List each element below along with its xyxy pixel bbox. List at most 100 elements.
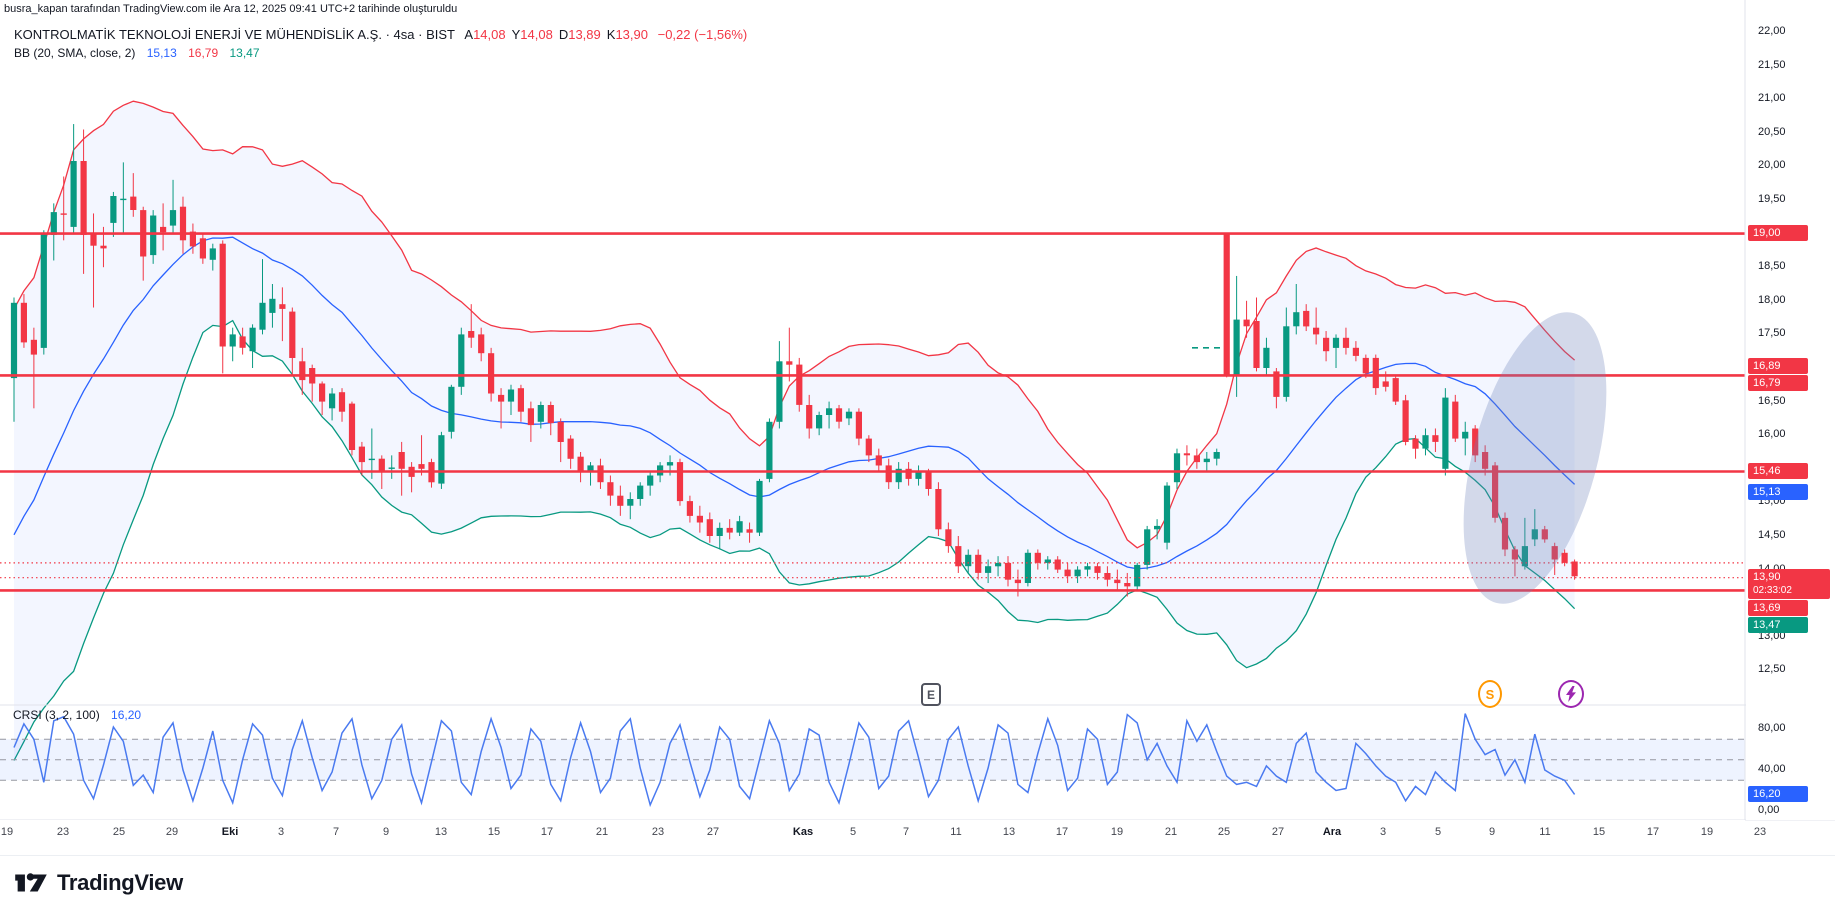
candle-down	[1223, 233, 1230, 377]
candle-down	[547, 405, 554, 424]
candle-down	[1014, 579, 1021, 584]
candle-up	[1163, 485, 1171, 543]
interval-label[interactable]: 4sa	[393, 27, 415, 42]
earnings-marker-icon[interactable]: E	[921, 683, 941, 706]
flash-event-marker-icon[interactable]	[1558, 680, 1584, 708]
bb-lower-line	[13, 319, 1576, 761]
price-tick-label: 16,00	[1758, 428, 1786, 441]
split-marker-icon[interactable]: S	[1478, 680, 1502, 708]
ellipse-drawing[interactable]	[1436, 297, 1633, 619]
candle-down	[686, 501, 693, 516]
time-axis[interactable]: 19 23 25 29 Eki 3 7 9 13 15 17 21 23 27 Kas 5 7 11 13 17 19 2…	[0, 820, 1766, 855]
candle-up	[458, 334, 465, 387]
candle-up	[816, 415, 823, 429]
crsi-legend-label[interactable]: CRSI (3, 2, 100)	[13, 708, 100, 722]
candle-down	[925, 472, 932, 489]
candle-down	[279, 304, 286, 309]
time-tick-day: 25	[1217, 826, 1231, 838]
price-tick-label: 12,50	[1758, 663, 1786, 676]
candle-down	[975, 554, 982, 573]
exchange-label: BIST	[426, 27, 455, 42]
tradingview-logo[interactable]: TradingView	[14, 868, 183, 898]
candle-up	[1213, 452, 1220, 459]
candle-up	[1134, 564, 1141, 587]
candle-down	[398, 452, 405, 469]
price-tick-label: 19,50	[1758, 193, 1786, 205]
crsi-pane	[0, 713, 1745, 808]
candle-down	[219, 243, 226, 347]
candle-up	[1293, 312, 1300, 327]
candle-up	[647, 475, 654, 486]
candle-down	[1313, 327, 1320, 335]
price-axis-badge: 13,69	[1748, 600, 1808, 616]
time-tick-day: 21	[595, 826, 609, 838]
candle-down	[1432, 435, 1439, 442]
candle-up	[1074, 569, 1081, 577]
time-tick-day: 7	[332, 826, 340, 838]
candle-down	[1183, 453, 1190, 456]
candle-down	[299, 361, 306, 381]
price-tick-label: 21,00	[1758, 92, 1786, 105]
candle-up	[1462, 431, 1469, 439]
separator-dot: ·	[418, 27, 423, 42]
time-tick-day: 27	[1271, 826, 1285, 838]
candle-down	[1571, 561, 1578, 577]
candle-up	[209, 248, 216, 260]
bb-legend-label[interactable]: BB (20, SMA, close, 2)	[14, 46, 136, 60]
bb-legend-row: BB (20, SMA, close, 2) 15,13 16,79 13,47	[14, 46, 747, 60]
ohlc-key: D	[558, 27, 569, 42]
time-tick-day: 15	[1592, 826, 1606, 838]
candle-down	[527, 408, 534, 426]
time-tick-day: 19	[1110, 826, 1124, 838]
candle-down	[865, 438, 872, 456]
candle-down	[567, 438, 574, 459]
candle-down	[1501, 517, 1509, 550]
change-value: −0,22 (−1,56%)	[657, 27, 748, 42]
earnings-marker-label: E	[926, 687, 935, 702]
candle-up	[756, 480, 763, 533]
candle-down	[1511, 549, 1518, 560]
price-axis-badge: 13,47	[1748, 617, 1808, 633]
price-tick-label: 21,50	[1758, 58, 1786, 71]
time-tick-day: 27	[706, 826, 720, 838]
candle-up	[150, 215, 157, 256]
candle-up	[736, 521, 743, 533]
candle-down	[905, 468, 912, 479]
candle-down	[1362, 357, 1369, 374]
crsi-value: 16,20	[111, 708, 142, 722]
time-tick-day: 19	[0, 826, 14, 838]
candle-down	[179, 206, 187, 241]
tradingview-logo-icon	[15, 873, 47, 892]
candle-down	[1452, 401, 1459, 439]
candle-up	[1521, 546, 1528, 567]
candle-up	[1024, 552, 1031, 583]
candle-down	[955, 546, 962, 567]
bb-lower-value: 13,47	[229, 46, 260, 60]
time-tick-day: 3	[1379, 826, 1387, 838]
price-axis-badge: 15,13	[1748, 484, 1808, 500]
candle-down	[1412, 438, 1419, 449]
ohlc-key: A	[464, 27, 474, 42]
symbol-title[interactable]: KONTROLMATİK TEKNOLOJİ ENERJİ VE MÜHENDİ…	[14, 27, 382, 42]
horizontal-price-lines[interactable]	[0, 232, 1745, 592]
price-tick-label: 22,00	[1758, 25, 1786, 37]
candle-down	[1561, 552, 1568, 563]
candle-down	[189, 231, 196, 247]
time-tick-day: 15	[487, 826, 501, 838]
candle-down	[597, 465, 604, 483]
candle-up	[368, 458, 375, 461]
candle-down	[1323, 337, 1330, 352]
candle-down	[1352, 347, 1359, 356]
candle-down	[746, 529, 753, 533]
candle-down	[806, 405, 813, 429]
price-axis[interactable]: 22,00 21,50 21,00 20,50 20,00 19,50 18,50 18,00…	[1746, 0, 1835, 820]
time-tick-day: 11	[950, 826, 962, 838]
candle-up	[40, 234, 47, 348]
candle-down	[786, 361, 793, 365]
time-tick-day: 9	[1488, 826, 1496, 838]
time-tick-day: 3	[277, 826, 285, 838]
candle-down	[199, 238, 206, 259]
candle-down	[130, 196, 137, 210]
